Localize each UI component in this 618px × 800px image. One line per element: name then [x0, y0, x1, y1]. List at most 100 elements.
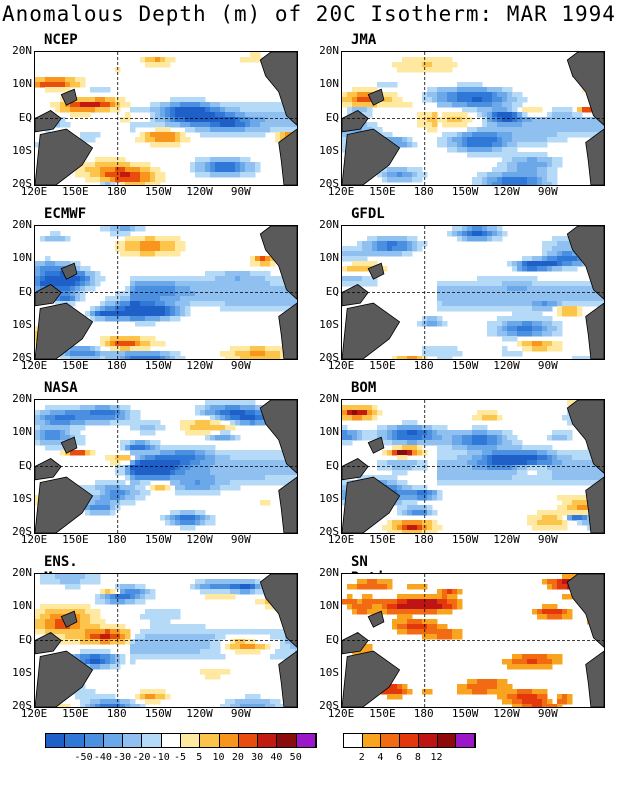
lon-tick-label: 120E	[20, 359, 48, 372]
lon-tick-label: 150W	[451, 359, 479, 372]
lon-tick-label: 120E	[327, 533, 355, 546]
lon-tick-label: 90W	[537, 533, 558, 546]
lon-tick-label: 120W	[186, 533, 213, 546]
colorbar-label: 30	[251, 752, 264, 763]
lon-tick-label: 150W	[451, 533, 479, 546]
lon-tick-label: 120W	[493, 707, 520, 720]
lon-tick-label: 120E	[20, 533, 48, 546]
colorbar-swatch	[123, 734, 143, 747]
lat-tick-label: 20S	[12, 525, 32, 538]
lon-tick-label: 180	[106, 185, 127, 198]
lat-tick-label: 10S	[12, 317, 32, 331]
lat-tick-label: 20S	[319, 525, 339, 538]
lat-tick-label: 10N	[12, 425, 32, 439]
contour-map	[341, 573, 605, 708]
lon-tick-label: 120E	[327, 185, 355, 198]
lat-tick-label: 20S	[12, 699, 32, 712]
colorbar-swatch	[200, 734, 220, 747]
lon-tick-label: 90W	[230, 359, 251, 372]
colorbar-label: -40	[93, 752, 112, 763]
lat-tick-label: 10N	[12, 599, 32, 613]
lat-tick-label: 20N	[319, 44, 339, 57]
colorbar-label: 2	[358, 752, 365, 763]
lat-tick-label: 10N	[12, 251, 32, 265]
colorbar-swatch	[161, 734, 181, 747]
contour-map	[34, 51, 298, 186]
colorbar-label: 5	[196, 752, 203, 763]
figure-title: Anomalous Depth (m) of 20C Isotherm: MAR…	[2, 2, 616, 26]
colorbar-swatch	[381, 734, 401, 747]
colorbar-swatch	[180, 734, 201, 747]
lat-tick-label: 10N	[319, 599, 339, 613]
colorbar-swatch	[142, 734, 162, 747]
lon-tick-label: 150W	[144, 359, 172, 372]
contour-map	[341, 399, 605, 534]
lon-tick-label: 120E	[20, 707, 48, 720]
lon-tick-label: 90W	[230, 185, 251, 198]
panel-title: ECMWF	[44, 206, 87, 222]
contour-map	[34, 573, 298, 708]
lat-tick-label: 20N	[319, 218, 339, 231]
lon-tick-label: 150W	[144, 533, 172, 546]
anomaly-colorbar	[45, 733, 317, 748]
lon-tick-label: 180	[106, 359, 127, 372]
colorbar-swatch	[400, 734, 419, 747]
colorbar-swatch	[238, 734, 259, 747]
lat-tick-label: 10N	[319, 251, 339, 265]
lat-tick-label: EQ	[325, 110, 339, 124]
colorbar-label: 4	[377, 752, 384, 763]
panel-title: BOM	[351, 380, 377, 396]
lat-tick-label: 10S	[319, 143, 339, 157]
lat-tick-label: EQ	[18, 110, 32, 124]
contour-map	[34, 399, 298, 534]
lat-tick-label: 20N	[12, 392, 32, 405]
colorbar-swatch	[277, 734, 297, 747]
lat-tick-label: 10N	[12, 77, 32, 91]
lat-tick-label: 20S	[319, 177, 339, 190]
lon-tick-label: 90W	[230, 707, 251, 720]
lon-tick-label: 180	[106, 533, 127, 546]
lon-tick-label: 90W	[230, 533, 251, 546]
lon-tick-label: 180	[413, 533, 434, 546]
lon-tick-label: 150E	[62, 707, 89, 720]
colorbar-swatch	[46, 734, 66, 747]
colorbar-swatch	[296, 734, 316, 747]
lat-tick-label: 20N	[319, 392, 339, 405]
lat-tick-label: 20N	[12, 44, 32, 57]
lon-tick-label: 150W	[451, 707, 479, 720]
lon-tick-label: 150W	[144, 707, 172, 720]
lat-tick-label: EQ	[325, 632, 339, 646]
lon-tick-label: 150E	[369, 533, 396, 546]
lat-tick-label: 20S	[12, 351, 32, 364]
lon-tick-label: 120W	[186, 707, 213, 720]
lon-tick-label: 90W	[537, 185, 558, 198]
lon-tick-label: 150E	[369, 707, 396, 720]
colorbar-label: 6	[396, 752, 403, 763]
colorbar-label: -20	[132, 752, 151, 763]
colorbar-swatch	[418, 734, 438, 747]
lat-tick-label: EQ	[325, 284, 339, 298]
colorbar-swatch	[84, 734, 104, 747]
lat-tick-label: 10S	[319, 491, 339, 505]
lat-tick-label: EQ	[18, 632, 32, 646]
lat-tick-label: 20N	[12, 218, 32, 231]
colorbar-swatch	[344, 734, 363, 747]
colorbar-swatch	[258, 734, 278, 747]
lon-tick-label: 120W	[493, 359, 520, 372]
colorbar-swatch	[219, 734, 239, 747]
colorbar-label: -30	[113, 752, 132, 763]
lat-tick-label: 10N	[319, 77, 339, 91]
lon-tick-label: 180	[106, 707, 127, 720]
contour-map	[341, 51, 605, 186]
colorbar-label: -5	[173, 752, 187, 763]
sn-ratio-colorbar	[343, 733, 476, 748]
colorbar-swatch	[437, 734, 457, 747]
colorbar-swatch	[103, 734, 124, 747]
lon-tick-label: 150W	[144, 185, 172, 198]
lon-tick-label: 120E	[20, 185, 48, 198]
lat-tick-label: 10S	[12, 491, 32, 505]
lat-tick-label: EQ	[325, 458, 339, 472]
colorbar-swatch	[65, 734, 85, 747]
colorbar-label: 20	[231, 752, 244, 763]
lat-tick-label: 20N	[12, 566, 32, 579]
